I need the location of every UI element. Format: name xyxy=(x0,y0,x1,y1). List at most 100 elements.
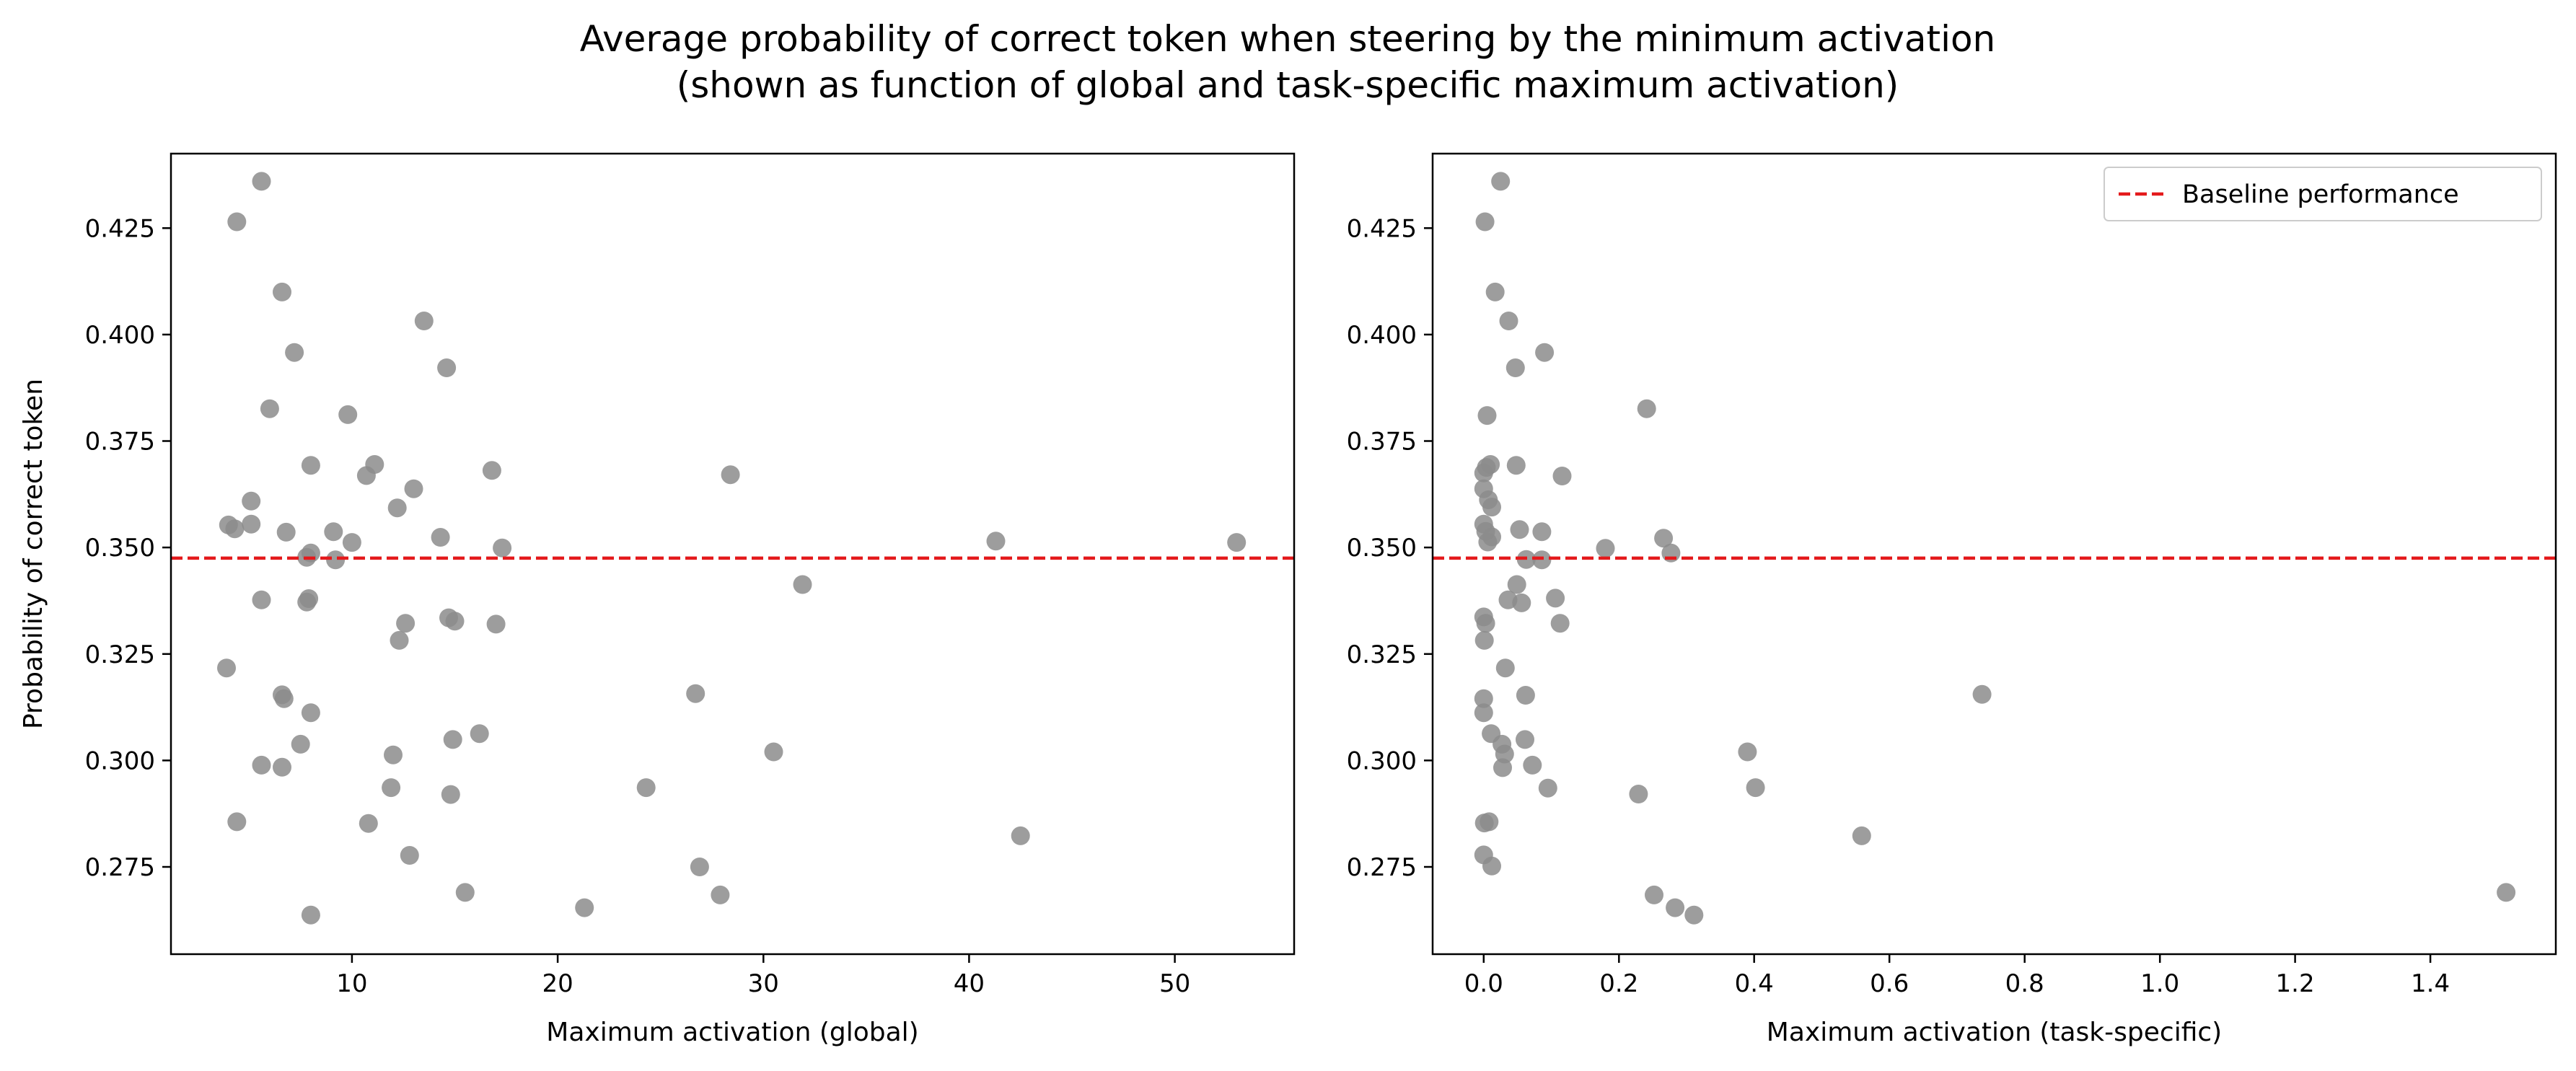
global-data-point-15 xyxy=(387,498,407,518)
global-data-point-55 xyxy=(1011,826,1030,845)
global-data-point-21 xyxy=(342,533,361,552)
global-activation-panel: 10 20 30 40 50 0.275 0.300 0.325 0.350 0.375 0.40… xyxy=(19,152,1296,1047)
global-data-point-4 xyxy=(414,312,434,330)
legend-box xyxy=(2104,167,2542,221)
legend-baseline-label: Baseline performance xyxy=(2182,180,2459,209)
global-data-point-25 xyxy=(1227,533,1247,552)
global-data-point-32 xyxy=(299,589,319,608)
global-data-point-52 xyxy=(636,778,656,798)
global-data-point-24 xyxy=(986,532,1006,551)
global-data-point-12 xyxy=(482,461,501,480)
global-plot-frame xyxy=(170,152,1296,956)
task-data-point-2 xyxy=(1485,282,1505,301)
task-data-point-11 xyxy=(1506,456,1526,475)
global-data-point-0 xyxy=(252,172,271,191)
global-y-tick-label: 0.275 xyxy=(85,853,155,882)
task-data-point-27 xyxy=(1507,575,1526,594)
task-data-point-30 xyxy=(1546,589,1565,608)
task-data-point-55 xyxy=(1645,885,1663,904)
global-data-point-35 xyxy=(445,612,465,631)
global-data-point-36 xyxy=(486,614,506,634)
global-data-point-5 xyxy=(437,358,457,377)
task-x-tick-label: 1.0 xyxy=(2140,969,2179,998)
task-data-point-26 xyxy=(1532,550,1552,570)
task-data-point-49 xyxy=(1629,785,1648,803)
global-x-tick-label: 30 xyxy=(748,969,779,998)
global-data-point-18 xyxy=(242,514,261,534)
task-x-tick-label: 0.8 xyxy=(2005,969,2044,998)
task-data-point-10 xyxy=(1481,455,1500,474)
global-y-tick-label: 0.375 xyxy=(85,428,155,457)
global-data-point-59 xyxy=(575,898,594,917)
global-data-point-48 xyxy=(273,757,291,777)
task-data-point-36 xyxy=(1474,689,1493,708)
global-data-point-1 xyxy=(227,212,247,232)
task-data-point-58 xyxy=(2497,883,2516,902)
task-x-tick-label: 1.2 xyxy=(2276,969,2315,998)
global-data-point-23 xyxy=(493,538,512,557)
global-data-point-29 xyxy=(793,575,812,594)
task-data-point-57 xyxy=(1684,905,1704,925)
task-data-point-52 xyxy=(1852,826,1871,845)
global-data-point-28 xyxy=(326,550,346,570)
task-x-ticks: 0.0 0.2 0.4 0.6 0.8 1.0 1.2 1.4 xyxy=(1464,954,2450,998)
task-data-point-33 xyxy=(1550,614,1570,633)
global-data-point-45 xyxy=(291,734,310,754)
task-x-tick-label: 0.4 xyxy=(1735,969,1774,998)
task-data-point-15 xyxy=(1552,467,1572,485)
task-data-point-7 xyxy=(1637,399,1656,418)
task-x-axis-label: Maximum activation (task-specific) xyxy=(1767,1018,2222,1047)
task-plot-frame xyxy=(1431,152,2557,956)
task-x-tick-label: 0.6 xyxy=(1870,969,1909,998)
global-data-point-40 xyxy=(274,689,294,708)
task-data-point-20 xyxy=(1510,520,1529,539)
task-data-point-46 xyxy=(1538,778,1557,798)
task-data-point-37 xyxy=(1474,703,1493,723)
global-data-point-41 xyxy=(301,703,320,723)
task-data-point-47 xyxy=(1738,742,1757,762)
task-data-point-39 xyxy=(1972,684,1992,704)
task-data-point-4 xyxy=(1535,343,1555,362)
task-y-tick-label: 0.400 xyxy=(1347,321,1417,350)
global-data-point-7 xyxy=(338,405,358,424)
global-data-point-17 xyxy=(225,519,245,539)
global-x-tick-label: 50 xyxy=(1159,969,1190,998)
figure-title-line1: Average probability of correct token whe… xyxy=(580,18,1996,60)
task-data-point-54 xyxy=(1482,856,1501,876)
global-data-point-10 xyxy=(365,455,384,474)
global-data-point-56 xyxy=(400,846,419,865)
global-scatter-points xyxy=(217,172,1247,925)
task-y-tick-label: 0.375 xyxy=(1347,428,1417,457)
global-data-point-33 xyxy=(396,614,416,633)
task-y-tick-label: 0.350 xyxy=(1347,534,1417,563)
global-data-point-47 xyxy=(252,755,271,775)
global-data-point-50 xyxy=(382,778,401,798)
task-y-tick-label: 0.275 xyxy=(1347,853,1417,882)
task-data-point-19 xyxy=(1482,527,1501,547)
global-y-tick-label: 0.325 xyxy=(85,640,155,669)
task-x-tick-label: 0.2 xyxy=(1599,969,1638,998)
global-data-point-58 xyxy=(455,883,475,902)
task-data-point-44 xyxy=(1493,758,1512,777)
task-x-tick-label: 1.4 xyxy=(2411,969,2450,998)
global-data-point-2 xyxy=(273,282,291,301)
global-data-point-19 xyxy=(276,522,296,542)
task-data-point-5 xyxy=(1505,358,1525,377)
global-data-point-30 xyxy=(252,590,271,609)
global-data-point-20 xyxy=(324,522,343,542)
global-data-point-13 xyxy=(721,465,740,485)
global-data-point-46 xyxy=(384,745,403,764)
task-scatter-points xyxy=(1474,172,2516,925)
task-data-point-48 xyxy=(1746,778,1765,798)
global-data-point-42 xyxy=(686,684,705,703)
global-x-axis-label: Maximum activation (global) xyxy=(546,1018,918,1047)
global-data-point-60 xyxy=(711,885,730,904)
task-data-point-43 xyxy=(1516,730,1534,749)
task-y-ticks: 0.275 0.300 0.325 0.350 0.375 0.400 0.425 xyxy=(1347,214,1433,882)
task-data-point-22 xyxy=(1654,529,1674,548)
global-data-point-14 xyxy=(242,491,261,511)
global-data-point-3 xyxy=(285,343,304,362)
task-specific-activation-panel: 0.0 0.2 0.4 0.6 0.8 1.0 1.2 1.4 0.275 0.300 0.325… xyxy=(1347,152,2557,1047)
task-data-point-32 xyxy=(1476,614,1495,633)
global-data-point-54 xyxy=(359,814,378,833)
